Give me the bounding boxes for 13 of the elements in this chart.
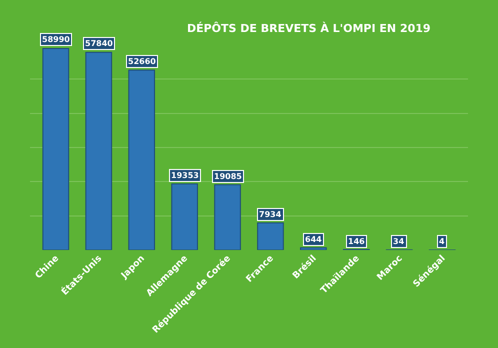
- chart-title: DÉPÔTS DE BREVETS À L'OMPI EN 2019: [186, 21, 431, 36]
- data-label: 7934: [259, 210, 282, 219]
- data-label: 146: [348, 237, 366, 246]
- bar: [42, 48, 70, 250]
- data-label: 57840: [85, 39, 114, 48]
- data-label: 644: [305, 235, 322, 244]
- data-label: 19353: [171, 171, 199, 180]
- data-label: 4: [439, 237, 445, 246]
- bar: [85, 52, 112, 250]
- data-label: 19085: [214, 172, 242, 181]
- data-label: 52660: [128, 57, 156, 66]
- data-label: 58990: [42, 35, 70, 44]
- data-label: 34: [393, 237, 405, 246]
